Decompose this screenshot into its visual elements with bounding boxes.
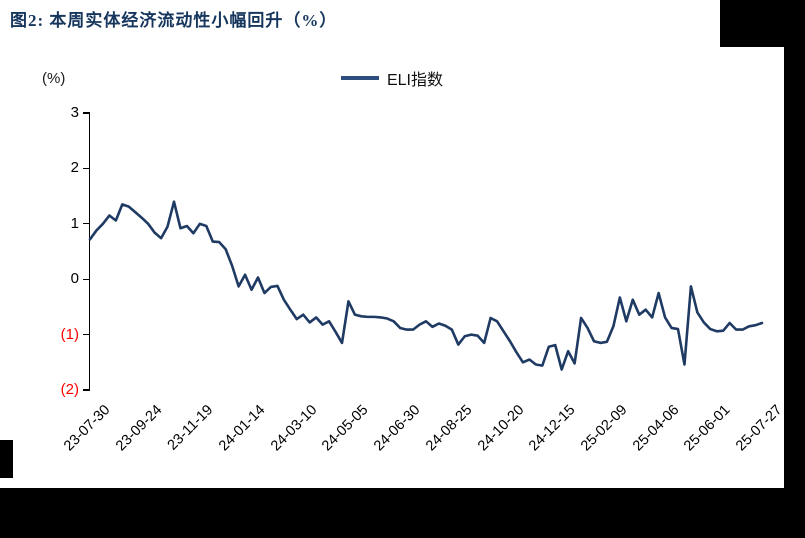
x-tick-label: 24-03-10 (267, 402, 321, 455)
y-axis-line (89, 113, 91, 391)
y-tick-label: (1) (60, 325, 79, 343)
y-axis-unit-label: (%) (42, 70, 66, 87)
x-tick-label: 25-04-06 (629, 402, 682, 455)
line-chart-plot-area (88, 200, 764, 371)
legend-series-label: ELI指数 (386, 72, 444, 89)
x-tick-label: 23-11-19 (165, 402, 217, 454)
y-tick-label: 3 (70, 104, 79, 121)
y-tick-mark (83, 112, 90, 114)
x-tick-label: 24-05-05 (319, 402, 372, 455)
y-tick-mark (83, 389, 90, 391)
y-tick-mark (83, 333, 90, 336)
y-tick-mark (83, 278, 90, 280)
eli-index-line-series (88, 200, 764, 371)
y-tick-label: 1 (70, 214, 79, 232)
x-tick-label: 25-06-01 (681, 402, 734, 455)
y-tick-mark (83, 167, 90, 170)
chart-legend: ELI指数 (0, 66, 784, 90)
legend-line-swatch (340, 76, 379, 80)
x-tick-label: 25-02-09 (577, 402, 631, 455)
black-border-left-notch (0, 440, 13, 478)
x-tick-label: 25-07-27 (732, 402, 786, 455)
x-tick-label: 24-08-25 (422, 402, 476, 455)
y-tick-label: (2) (60, 381, 79, 398)
black-border-bottom (0, 488, 805, 538)
x-tick-label: 24-10-20 (474, 402, 527, 455)
y-tick-label: 2 (70, 159, 79, 177)
black-border-right (784, 0, 805, 538)
x-tick-label: 23-09-24 (112, 402, 166, 455)
x-tick-label: 24-12-15 (526, 402, 579, 455)
y-tick-mark (83, 223, 90, 225)
x-tick-label: 24-06-30 (371, 402, 424, 455)
x-tick-label: 23-07-30 (60, 402, 114, 455)
figure-title: 图2: 本周实体经济流动性小幅回升（%） (10, 11, 338, 30)
y-tick-label: 0 (70, 270, 79, 288)
x-tick-label: 24-01-14 (216, 402, 269, 455)
black-border-top-right (720, 0, 805, 47)
